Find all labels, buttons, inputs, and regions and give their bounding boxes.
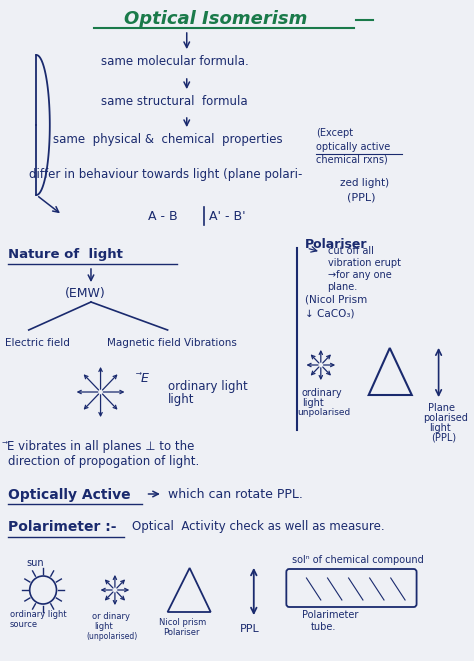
Text: ⃗E: ⃗E [142,372,150,385]
Text: (PPL): (PPL) [346,192,375,202]
Text: light: light [301,398,323,408]
Text: Magnetic field Vibrations: Magnetic field Vibrations [107,338,237,348]
Text: direction of propogation of light.: direction of propogation of light. [8,455,199,468]
Text: Plane: Plane [428,403,455,413]
Text: ⃗E vibrates in all planes ⊥ to the: ⃗E vibrates in all planes ⊥ to the [8,440,195,453]
Text: cut off all: cut off all [328,246,374,256]
Text: light: light [94,622,113,631]
Text: A - B: A - B [148,210,178,223]
Text: source: source [9,620,38,629]
Text: A' - B': A' - B' [209,210,246,223]
Text: Nature of  light: Nature of light [8,248,123,261]
Text: (unpolarised): (unpolarised) [86,632,137,641]
Text: Nicol prism: Nicol prism [159,618,206,627]
Text: polarised: polarised [423,413,468,423]
Text: optically active: optically active [316,142,390,152]
Text: Optical Isomerism: Optical Isomerism [125,10,308,28]
Text: PPL: PPL [240,624,260,634]
Text: differ in behaviour towards light (plane polari-: differ in behaviour towards light (plane… [29,168,302,181]
Text: which can rotate PPL.: which can rotate PPL. [168,488,302,501]
Text: ordinary light: ordinary light [9,610,66,619]
Text: light: light [168,393,194,406]
Text: sun: sun [27,558,45,568]
Text: same  physical &  chemical  properties: same physical & chemical properties [53,133,283,146]
Text: Polarimeter: Polarimeter [301,610,358,620]
Text: light: light [429,423,451,433]
Text: Polariser: Polariser [304,238,367,251]
Text: (PPL): (PPL) [431,433,456,443]
Text: ordinary: ordinary [301,388,342,398]
Text: chemical rxns): chemical rxns) [316,155,388,165]
Text: ↓ CaCO₃): ↓ CaCO₃) [304,308,354,318]
Text: →for any one: →for any one [328,270,391,280]
Text: Optically Active: Optically Active [8,488,130,502]
Text: solⁿ of chemical compound: solⁿ of chemical compound [292,555,424,565]
Text: Polarimeter :-: Polarimeter :- [8,520,116,534]
Text: tube.: tube. [311,622,337,632]
Text: plane.: plane. [328,282,358,292]
Text: (Except: (Except [316,128,353,138]
Text: same molecular formula.: same molecular formula. [100,55,248,68]
Text: Polariser: Polariser [163,628,199,637]
Text: Optical  Activity check as well as measure.: Optical Activity check as well as measur… [132,520,385,533]
Text: zed light): zed light) [340,178,389,188]
Text: vibration erupt: vibration erupt [328,258,401,268]
Text: ordinary light: ordinary light [168,380,247,393]
Text: same structural  formula: same structural formula [100,95,247,108]
Text: unpolarised: unpolarised [297,408,350,417]
Text: (Nicol Prism: (Nicol Prism [304,295,367,305]
Text: Electric field: Electric field [5,338,70,348]
Text: (EMW): (EMW) [65,287,106,300]
Text: or dinary: or dinary [92,612,130,621]
